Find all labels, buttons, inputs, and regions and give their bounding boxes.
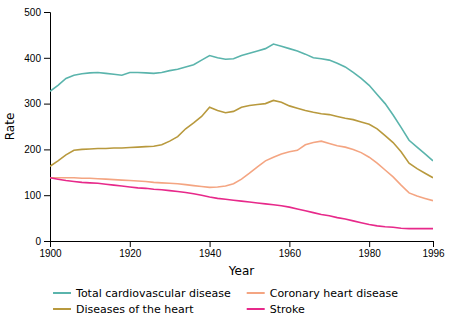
tick-mark	[44, 58, 50, 59]
series-line	[50, 178, 433, 229]
tick-label: 500	[24, 7, 41, 18]
legend-item: Total cardiovascular disease	[53, 287, 231, 300]
legend-label: Coronary heart disease	[270, 287, 398, 300]
legend-label: Diseases of the heart	[76, 303, 194, 316]
tick-label: 300	[24, 98, 41, 109]
tick-mark	[130, 241, 131, 247]
tick-mark	[44, 149, 50, 150]
tick: 300	[24, 98, 50, 109]
tick: 1940	[199, 241, 222, 259]
axis-line	[44, 13, 51, 242]
plot-area: 1900 1920 1940 1960 1980 1996 0 100 200 300 400 500	[24, 7, 445, 259]
tick: 100	[24, 190, 50, 201]
tick: 400	[24, 53, 50, 64]
legend: Total cardiovascular disease Diseases of …	[53, 287, 398, 316]
legend-label: Total cardiovascular disease	[75, 287, 231, 300]
tick-mark	[433, 241, 434, 247]
series-line	[50, 141, 433, 201]
series-line	[50, 44, 433, 161]
legend-swatch	[247, 292, 265, 294]
tick: 500	[24, 7, 50, 18]
tick: 1980	[359, 241, 382, 259]
tick-label: 1996	[422, 248, 445, 259]
tick-mark	[369, 241, 370, 247]
axis-line	[51, 242, 434, 248]
lines	[50, 44, 433, 229]
tick-label: 1900	[39, 248, 62, 259]
tick: 200	[24, 144, 50, 155]
legend-swatch	[53, 308, 71, 310]
tick-mark	[44, 12, 50, 13]
y-axis-title: Rate	[3, 113, 17, 141]
tick-label: 1980	[359, 248, 382, 259]
tick-mark	[210, 241, 211, 247]
legend-label: Stroke	[270, 303, 305, 316]
legend-item: Stroke	[247, 303, 305, 316]
tick-mark	[289, 241, 290, 247]
tick-label: 1960	[279, 248, 302, 259]
tick: 1900	[39, 241, 62, 259]
tick: 1920	[119, 241, 142, 259]
tick-mark	[44, 104, 50, 105]
legend-swatch	[247, 308, 265, 310]
legend-item: Diseases of the heart	[53, 303, 194, 316]
tick: 1960	[279, 241, 302, 259]
tick-label: 400	[24, 53, 41, 64]
tick-label: 1920	[119, 248, 142, 259]
tick-label: 1940	[199, 248, 222, 259]
tick-label: 200	[24, 144, 41, 155]
x-axis: 1900 1920 1940 1960 1980 1996	[39, 241, 445, 259]
tick: 1996	[422, 241, 445, 259]
tick: 0	[35, 236, 50, 247]
legend-swatch	[53, 292, 71, 294]
y-axis: 0 100 200 300 400 500	[24, 7, 50, 247]
tick-label: 0	[35, 236, 41, 247]
legend-item: Coronary heart disease	[247, 287, 398, 300]
chart: 1900 1920 1940 1960 1980 1996 0 100 200 300 400 500…	[0, 0, 451, 329]
series-line	[50, 100, 433, 177]
tick-mark	[44, 195, 50, 196]
x-axis-title: Year	[228, 264, 254, 278]
tick-mark	[44, 241, 50, 242]
tick-label: 100	[24, 190, 41, 201]
